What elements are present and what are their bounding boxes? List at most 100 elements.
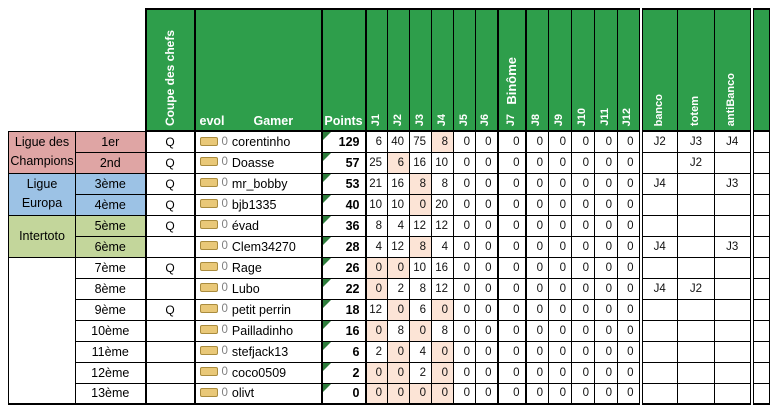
j1-value-cell[interactable]: 10 [365,193,388,216]
j7-value-cell[interactable]: 0 [496,172,527,195]
j8-value-cell[interactable]: 0 [525,172,549,195]
header-j9[interactable]: J9 [548,8,572,132]
totem-cell[interactable] [677,214,715,237]
j4-value-cell[interactable]: 0 [431,298,454,321]
j2-value-cell[interactable]: 0 [387,340,410,363]
j5-value-cell[interactable]: 0 [453,340,476,363]
j4-value-cell[interactable]: 8 [431,319,454,342]
j1-value-cell[interactable]: 0 [365,256,388,279]
j5-value-cell[interactable]: 0 [453,151,476,174]
coupe-q-cell[interactable] [144,277,196,300]
points-cell[interactable]: 26 [320,256,367,279]
j12-value-cell[interactable]: 0 [617,256,641,279]
coupe-q-cell[interactable]: Q [144,151,196,174]
rank-cell[interactable]: 3ème [75,172,146,195]
rank-cell[interactable]: 7ème [75,256,146,279]
j3-value-cell[interactable]: 16 [409,151,432,174]
j3-value-cell[interactable]: 8 [409,172,432,195]
coupe-q-cell[interactable]: Q [144,256,196,279]
j1-value-cell[interactable]: 0 [365,382,388,405]
j9-value-cell[interactable]: 0 [548,382,572,405]
antibanco-cell[interactable] [714,193,754,216]
points-cell[interactable]: 0 [320,382,367,405]
rank-cell[interactable]: 6ème [75,235,146,258]
j6-value-cell[interactable]: 0 [475,298,498,321]
j6-value-cell[interactable]: 0 [475,319,498,342]
j11-value-cell[interactable]: 0 [594,340,618,363]
totem-cell[interactable] [677,361,715,384]
totem-cell[interactable]: J2 [677,151,715,174]
j9-value-cell[interactable]: 0 [548,256,572,279]
league-cell[interactable]: Ligue des Champions [8,130,76,174]
coupe-q-cell[interactable] [144,340,196,363]
j7-value-cell[interactable]: 0 [496,277,527,300]
extra-column-cell[interactable] [751,298,770,321]
coupe-q-cell[interactable]: Q [144,214,196,237]
banco-cell[interactable] [638,193,678,216]
totem-cell[interactable] [677,235,715,258]
j5-value-cell[interactable]: 0 [453,382,476,405]
j8-value-cell[interactable]: 0 [525,298,549,321]
extra-column-cell[interactable] [751,340,770,363]
j2-value-cell[interactable]: 8 [387,319,410,342]
extra-column-cell[interactable] [751,361,770,384]
j2-value-cell[interactable]: 16 [387,172,410,195]
j4-value-cell[interactable]: 16 [431,256,454,279]
j12-value-cell[interactable]: 0 [617,214,641,237]
j12-value-cell[interactable]: 0 [617,151,641,174]
j10-value-cell[interactable]: 0 [571,382,595,405]
header-j10[interactable]: J10 [571,8,595,132]
j12-value-cell[interactable]: 0 [617,319,641,342]
j1-value-cell[interactable]: 6 [365,130,388,153]
j12-value-cell[interactable]: 0 [617,193,641,216]
j9-value-cell[interactable]: 0 [548,277,572,300]
j10-value-cell[interactable]: 0 [571,214,595,237]
j7-value-cell[interactable]: 0 [496,256,527,279]
j12-value-cell[interactable]: 0 [617,340,641,363]
points-cell[interactable]: 40 [320,193,367,216]
j11-value-cell[interactable]: 0 [594,151,618,174]
j7-value-cell[interactable]: 0 [496,193,527,216]
gamer-cell[interactable]: 0 Pailladinho [193,319,322,342]
j4-value-cell[interactable]: 20 [431,193,454,216]
banco-cell[interactable] [638,298,678,321]
j11-value-cell[interactable]: 0 [594,214,618,237]
header-j12[interactable]: J12 [617,8,641,132]
j11-value-cell[interactable]: 0 [594,235,618,258]
j9-value-cell[interactable]: 0 [548,172,572,195]
j10-value-cell[interactable]: 0 [571,151,595,174]
j7-value-cell[interactable]: 0 [496,319,527,342]
totem-cell[interactable] [677,193,715,216]
j1-value-cell[interactable]: 12 [365,298,388,321]
j6-value-cell[interactable]: 0 [475,361,498,384]
j11-value-cell[interactable]: 0 [594,319,618,342]
j1-value-cell[interactable]: 0 [365,361,388,384]
j4-value-cell[interactable]: 0 [431,361,454,384]
gamer-cell[interactable]: 0 évad [193,214,322,237]
j9-value-cell[interactable]: 0 [548,298,572,321]
j7-value-cell[interactable]: 0 [496,151,527,174]
header-j5[interactable]: J5 [453,8,476,132]
header-evol-gamer[interactable]: evol Gamer [193,8,322,132]
j8-value-cell[interactable]: 0 [525,151,549,174]
rank-cell[interactable]: 4ème [75,193,146,216]
j2-value-cell[interactable]: 2 [387,277,410,300]
j1-value-cell[interactable]: 4 [365,235,388,258]
totem-cell[interactable] [677,340,715,363]
j5-value-cell[interactable]: 0 [453,256,476,279]
j3-value-cell[interactable]: 0 [409,319,432,342]
j5-value-cell[interactable]: 0 [453,319,476,342]
points-cell[interactable]: 36 [320,214,367,237]
coupe-q-cell[interactable] [144,319,196,342]
j2-value-cell[interactable]: 0 [387,382,410,405]
j10-value-cell[interactable]: 0 [571,298,595,321]
antibanco-cell[interactable] [714,319,754,342]
totem-cell[interactable] [677,319,715,342]
j12-value-cell[interactable]: 0 [617,298,641,321]
gamer-cell[interactable]: 0 Lubo [193,277,322,300]
j7-value-cell[interactable]: 0 [496,130,527,153]
j5-value-cell[interactable]: 0 [453,298,476,321]
j7-value-cell[interactable]: 0 [496,235,527,258]
j11-value-cell[interactable]: 0 [594,193,618,216]
totem-cell[interactable] [677,172,715,195]
